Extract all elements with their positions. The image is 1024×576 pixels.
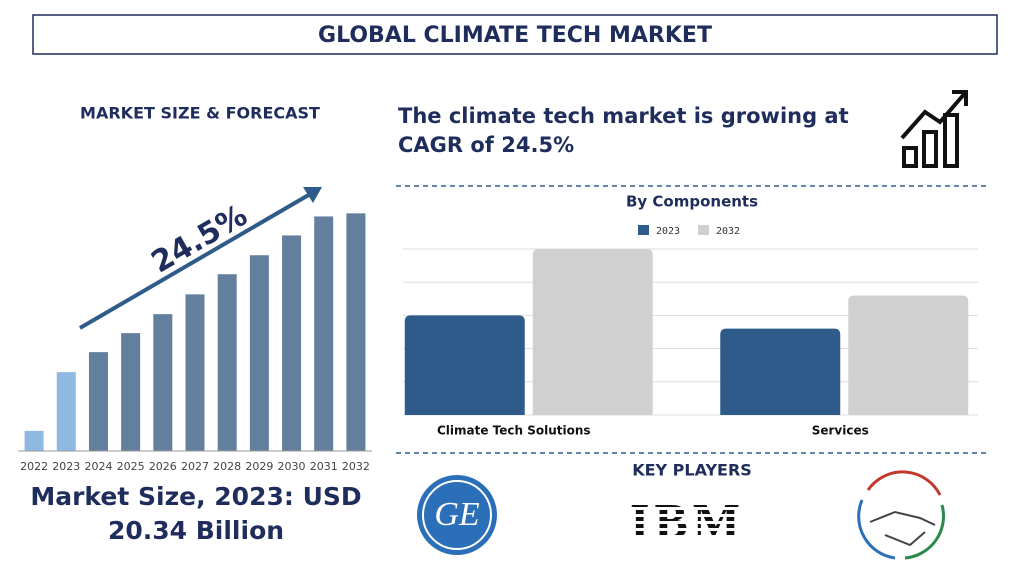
x-tick-label: Services [812,424,869,438]
trend-arrow [78,191,314,330]
key-players-title: KEY PLAYERS [632,461,752,480]
handshake-logo [857,470,945,560]
x-tick-label: 2023 [52,460,80,473]
bar [314,216,334,451]
bar [249,255,269,451]
x-tick-label: 2027 [181,460,209,473]
page-title: GLOBAL CLIMATE TECH MARKET [318,23,712,48]
headline: The climate tech market is growing at CA… [398,104,849,157]
legend-swatch [638,225,649,235]
x-tick-label: 2026 [149,460,177,473]
growth-icon [900,90,968,168]
trend-arrowhead [303,187,322,203]
bar [282,235,302,451]
x-tick-label: 2022 [20,460,48,473]
ge-logo [417,475,497,555]
bar [121,333,141,451]
bar [88,352,108,451]
x-tick-label: 2030 [278,460,306,473]
bar [185,294,205,451]
ge-logo-text: GE [434,496,480,533]
ibm-logo: IBM [630,492,740,548]
x-tick-label: 2031 [310,460,338,473]
bar [153,314,173,451]
chart-title: By Components [626,193,758,211]
legend-label: 2023 [656,226,680,237]
legend-label: 2032 [716,226,740,237]
x-tick-label: Climate Tech Solutions [437,424,591,438]
chart-title: MARKET SIZE & FORECAST [80,104,320,123]
x-tick-label: 2028 [213,460,241,473]
bar [346,213,366,451]
x-tick-label: 2024 [84,460,112,473]
bar [217,274,237,451]
x-tick-label: 2025 [117,460,145,473]
bar [404,315,525,415]
x-tick-label: 2032 [342,460,370,473]
bar [532,249,653,415]
bar [720,328,841,415]
x-tick-label: 2029 [245,460,273,473]
legend-swatch [698,225,709,235]
bar [24,430,44,451]
ge-logo-ring [422,480,492,550]
title-box [32,14,998,55]
bar [56,372,76,451]
bar [848,295,969,415]
annotation: 24.5% [146,198,254,280]
market-size: Market Size, 2023: USD 20.34 Billion [30,482,362,545]
ibm-logo-stripes [625,507,745,545]
